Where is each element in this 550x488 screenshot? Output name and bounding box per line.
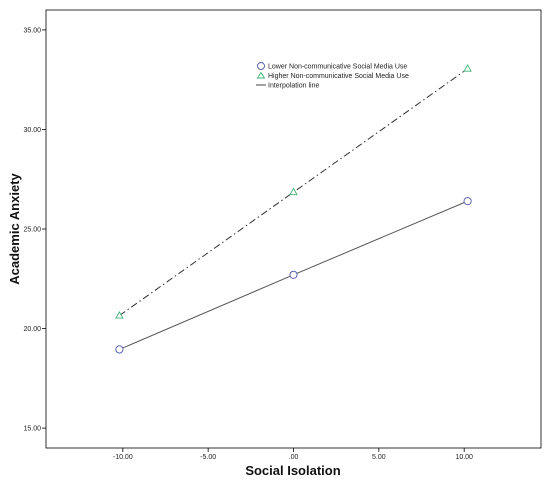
x-tick-label: -5.00 <box>200 454 216 461</box>
x-axis-ticks: -10.00 -5.00 .00 5.00 10.00 <box>113 448 473 461</box>
y-axis-ticks: 15.00 20.00 25.00 30.00 35.00 <box>23 27 46 433</box>
y-tick-label: 30.00 <box>23 127 41 134</box>
x-axis-title: Social Isolation <box>245 463 340 478</box>
plot-area <box>45 9 542 449</box>
y-tick-label: 35.00 <box>23 27 41 34</box>
data-point-triangle <box>289 187 298 196</box>
legend-label-higher: Higher Non-communicative Social Media Us… <box>268 73 409 80</box>
data-point-circle <box>463 197 472 206</box>
legend-triangle-marker <box>256 71 266 79</box>
x-tick-label: 5.00 <box>372 454 386 461</box>
data-point-circle <box>289 270 298 279</box>
legend-circle-marker <box>257 62 265 70</box>
x-tick-label: .00 <box>289 454 299 461</box>
legend-label-interpolation: Interpolation line <box>268 83 319 90</box>
x-tick-label: -10.00 <box>113 454 133 461</box>
legend-label-lower: Lower Non-communicative Social Media Use <box>268 64 407 71</box>
y-axis-title: Academic Anxiety <box>7 172 22 284</box>
y-tick-label: 15.00 <box>23 426 41 433</box>
series-markers <box>115 64 472 354</box>
y-tick-label: 25.00 <box>23 227 41 234</box>
data-point-triangle <box>115 310 124 319</box>
y-tick-label: 20.00 <box>23 326 41 333</box>
x-tick-label: 10.00 <box>455 454 473 461</box>
data-point-circle <box>115 345 124 354</box>
data-point-triangle <box>463 64 472 72</box>
legend: Lower Non-communicative Social Media Use… <box>256 62 409 90</box>
